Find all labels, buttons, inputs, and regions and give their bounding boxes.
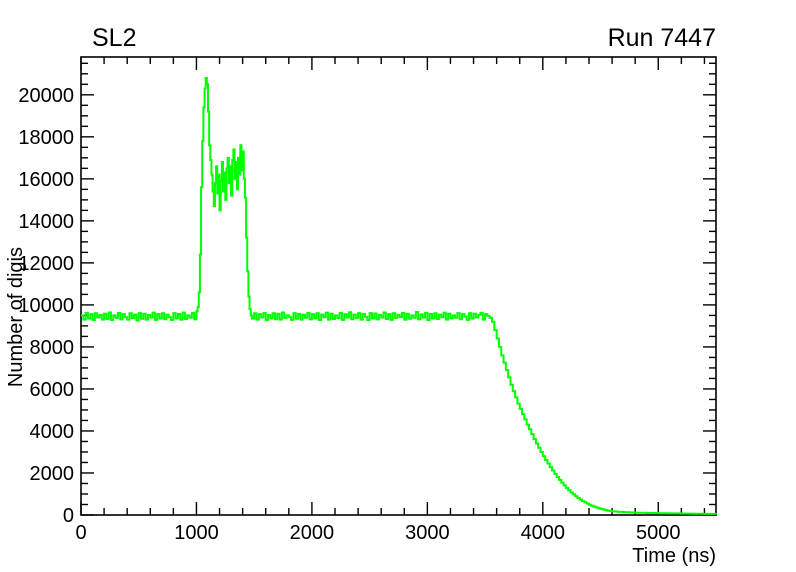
y-tick-label: 2000 bbox=[30, 463, 75, 485]
x-tick-label: 4000 bbox=[521, 522, 566, 544]
y-tick-label: 12000 bbox=[18, 253, 74, 275]
plot-title-right: Run 7447 bbox=[607, 24, 716, 52]
y-tick-label: 20000 bbox=[18, 85, 74, 107]
y-tick-label: 14000 bbox=[18, 211, 74, 233]
x-tick-label: 5000 bbox=[636, 522, 681, 544]
y-tick-label: 16000 bbox=[18, 169, 74, 191]
y-tick-label: 8000 bbox=[30, 337, 75, 359]
plot-title-left: SL2 bbox=[92, 24, 137, 52]
y-axis-tick-labels: 0 2000 4000 6000 8000 10000 12000 14000 16000 180… bbox=[18, 85, 74, 527]
x-axis-ticks bbox=[80, 57, 706, 515]
x-tick-label: 2000 bbox=[290, 522, 335, 544]
y-tick-label: 18000 bbox=[18, 127, 74, 149]
x-tick-label: 0 bbox=[75, 522, 86, 544]
plot-frame bbox=[80, 56, 717, 516]
y-axis-ticks bbox=[81, 62, 716, 516]
y-tick-label: 0 bbox=[63, 505, 74, 527]
x-axis-title: Time (ns) bbox=[632, 545, 716, 567]
y-tick-label: 4000 bbox=[30, 421, 75, 443]
data-series-line bbox=[81, 77, 717, 515]
y-axis-title: Number of digis bbox=[5, 247, 27, 387]
y-tick-label: 6000 bbox=[30, 379, 75, 401]
x-tick-label: 3000 bbox=[405, 522, 450, 544]
x-tick-label: 1000 bbox=[174, 522, 219, 544]
data-line bbox=[81, 77, 717, 515]
x-axis-tick-labels: 0 1000 2000 3000 4000 5000 bbox=[75, 522, 680, 544]
y-tick-label: 10000 bbox=[18, 295, 74, 317]
